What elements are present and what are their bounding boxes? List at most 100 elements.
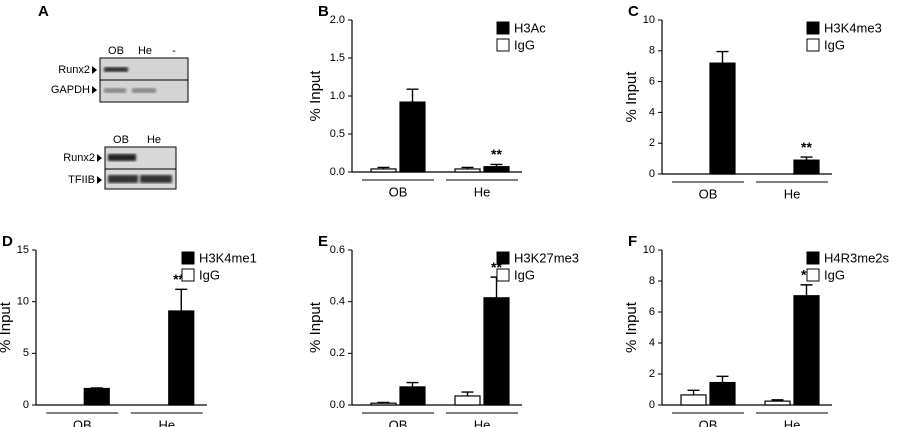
legend-swatch <box>496 251 510 265</box>
lane-label: OB <box>108 45 124 57</box>
legend-swatch <box>496 21 510 35</box>
legend-label: IgG <box>824 37 845 52</box>
x-tick-label: OB <box>389 184 408 199</box>
y-tick-label: 2 <box>649 137 655 149</box>
y-tick-label: 8 <box>649 45 655 57</box>
bar <box>168 310 195 406</box>
row-label: GAPDH <box>51 84 90 96</box>
band <box>132 88 156 93</box>
bar <box>680 394 707 406</box>
panel-label: C <box>628 3 639 20</box>
legend-label: IgG <box>824 267 845 282</box>
y-tick-label: 6 <box>649 76 655 88</box>
x-tick-label: OB <box>699 417 718 427</box>
error-bar <box>800 284 813 296</box>
panel-label: E <box>318 233 328 250</box>
y-axis-label: % Input <box>623 301 640 353</box>
legend-label: H3K4me1 <box>199 250 257 265</box>
panel-label: A <box>38 3 49 20</box>
legend-label: IgG <box>514 37 535 52</box>
legend-label: IgG <box>514 267 535 282</box>
legend-swatch <box>806 268 820 282</box>
legend-label: H3Ac <box>514 20 546 35</box>
bar <box>793 159 820 175</box>
error-bar <box>716 375 729 383</box>
panel-label: D <box>2 233 13 250</box>
bar <box>483 166 510 173</box>
legend-swatch <box>181 268 195 282</box>
blot: OB He Runx2 TFIIB <box>63 134 177 190</box>
legend-swatch <box>806 251 820 265</box>
legend-swatch <box>806 38 820 52</box>
y-tick-label: 8 <box>649 275 655 287</box>
x-tick-label: OB <box>699 186 718 201</box>
row-label: Runx2 <box>58 64 90 76</box>
error-bar <box>90 387 103 389</box>
x-tick-label: He <box>474 184 491 199</box>
y-axis-label: % Input <box>0 301 14 353</box>
legend-label: H3K27me3 <box>514 250 579 265</box>
x-tick-label: He <box>474 417 491 427</box>
lane-label: - <box>172 45 176 57</box>
y-tick-label: 0.4 <box>330 296 345 308</box>
y-tick-label: 10 <box>643 14 655 26</box>
x-tick-label: OB <box>389 417 408 427</box>
panel-label: B <box>318 3 329 20</box>
bar <box>370 402 397 406</box>
x-tick-label: He <box>784 186 801 201</box>
row-label: TFIIB <box>68 174 95 186</box>
error-bar <box>406 381 419 387</box>
bar <box>793 295 820 406</box>
y-tick-label: 10 <box>643 244 655 256</box>
y-tick-label: 2.0 <box>330 14 345 26</box>
significance: ** <box>801 139 812 155</box>
band <box>104 88 126 93</box>
legend-label: H3K4me3 <box>824 20 882 35</box>
band <box>108 154 136 161</box>
y-tick-label: 5 <box>23 347 29 359</box>
y-tick-label: 0.0 <box>330 166 345 178</box>
lane-label: OB <box>113 134 129 146</box>
error-bar <box>716 50 729 64</box>
bar <box>370 168 397 173</box>
bar <box>709 381 736 406</box>
blot: OB He - Runx2 GAPDH <box>51 45 189 103</box>
error-bar <box>461 391 474 396</box>
error-bar <box>461 166 474 169</box>
y-tick-label: 6 <box>649 306 655 318</box>
y-tick-label: 4 <box>649 337 655 349</box>
significance: ** <box>491 259 502 275</box>
y-tick-label: 1.0 <box>330 90 345 102</box>
y-tick-label: 10 <box>17 296 29 308</box>
y-axis-label: % Input <box>307 70 324 122</box>
bar <box>709 62 736 175</box>
arrowheads <box>97 154 102 184</box>
error-bar <box>377 401 390 404</box>
y-tick-label: 0 <box>649 168 655 180</box>
band <box>140 175 172 183</box>
legend-swatch <box>496 38 510 52</box>
lane-label: He <box>147 134 161 146</box>
row-label: Runx2 <box>63 152 95 164</box>
bar <box>764 400 791 406</box>
y-tick-label: 0.2 <box>330 347 345 359</box>
band <box>108 175 138 183</box>
bar <box>399 101 426 173</box>
bar <box>83 387 110 406</box>
y-tick-label: 15 <box>17 244 29 256</box>
y-tick-label: 0.5 <box>330 128 345 140</box>
significance: ** <box>491 146 502 162</box>
x-tick-label: He <box>158 417 175 427</box>
error-bar <box>771 399 784 402</box>
bar <box>399 386 426 406</box>
lane-label: He <box>138 45 152 57</box>
panel-label: F <box>628 233 637 250</box>
error-bar <box>800 156 813 161</box>
x-tick-label: He <box>784 417 801 427</box>
x-tick-label: OB <box>73 417 92 427</box>
error-bar <box>175 288 188 311</box>
legend-label: IgG <box>199 267 220 282</box>
y-tick-label: 4 <box>649 106 655 118</box>
y-axis-label: % Input <box>623 71 640 123</box>
